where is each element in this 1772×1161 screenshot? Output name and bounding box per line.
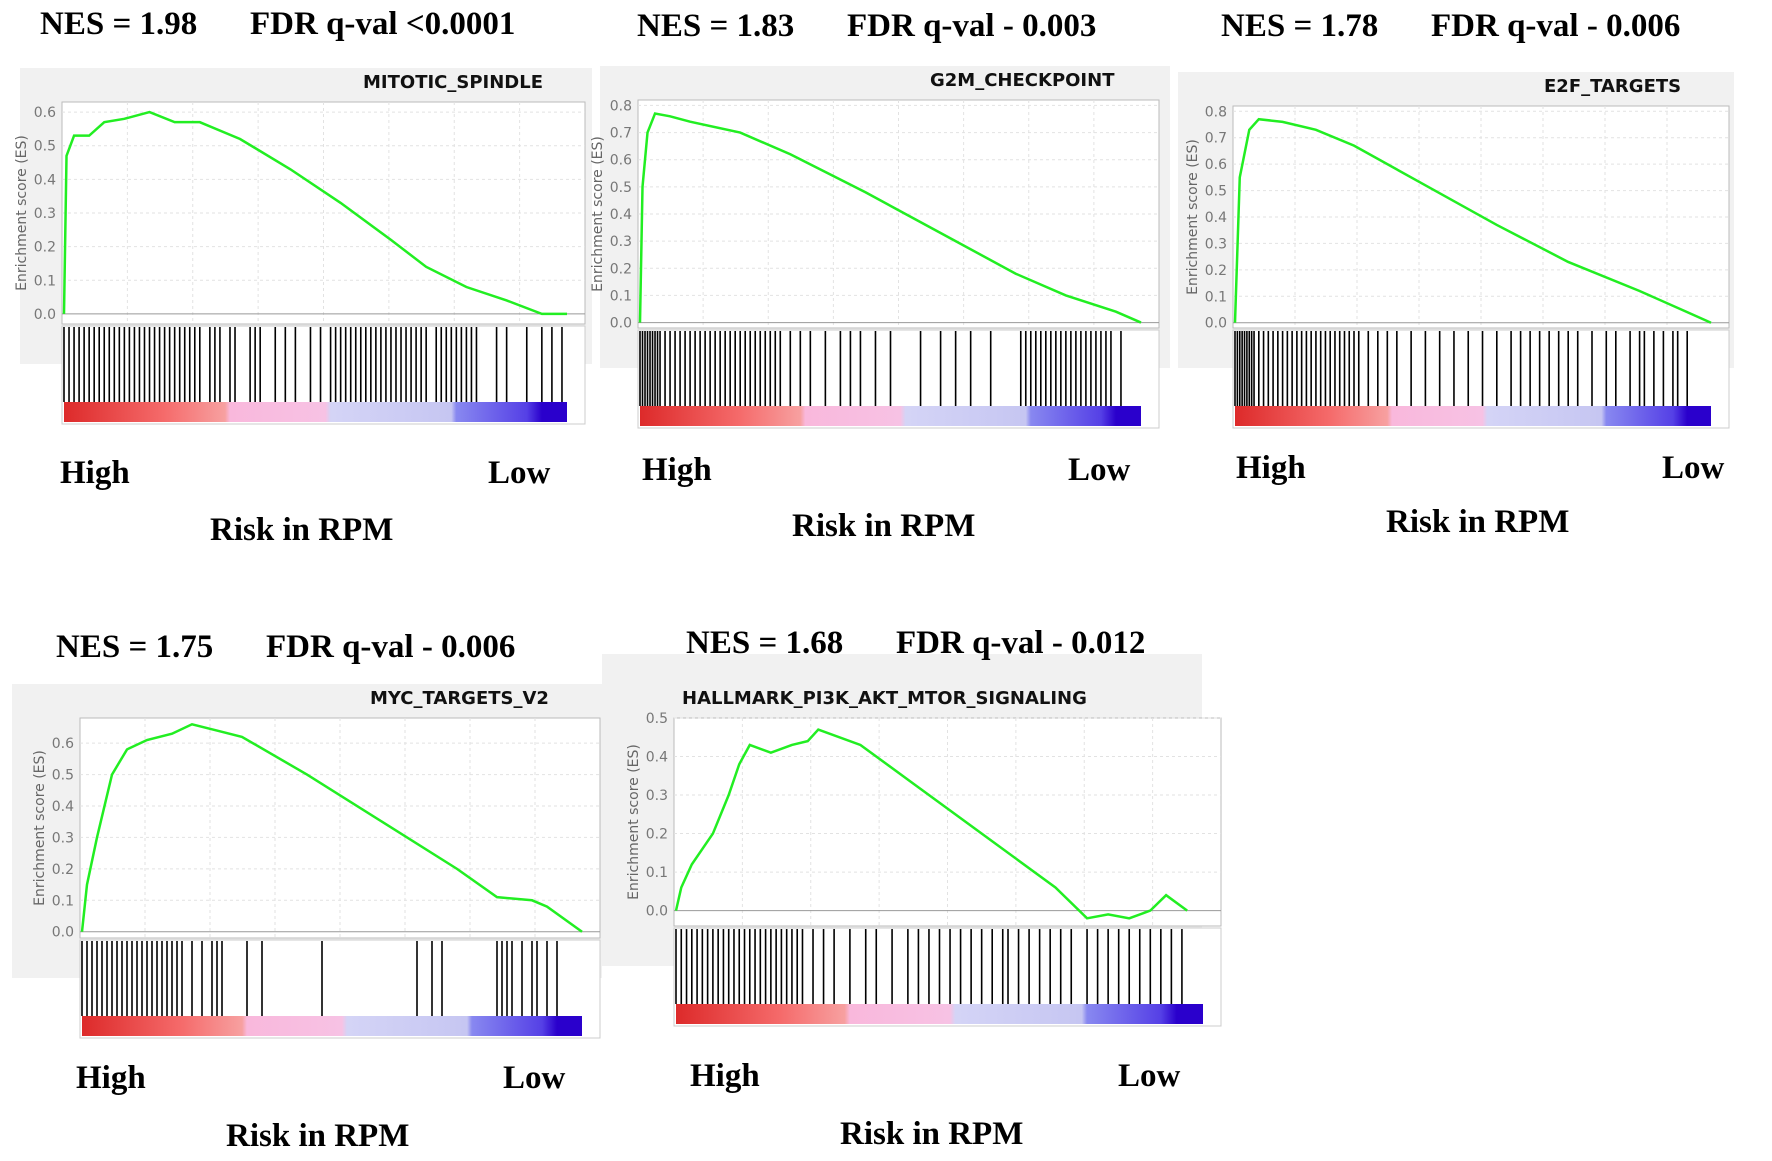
y-axis-label: Enrichment score (ES)	[32, 750, 48, 906]
gene-set-title: E2F_TARGETS	[1536, 74, 1690, 99]
x-axis-title: Risk in RPM	[1386, 504, 1570, 540]
y-tick-label: 0.4	[610, 207, 632, 223]
y-tick-label: 0.5	[610, 180, 632, 196]
y-tick-label: 0.5	[34, 139, 56, 155]
fdr-value: FDR q-val - 0.012	[896, 625, 1146, 661]
x-label-low: Low	[1068, 452, 1131, 488]
y-tick-label: 0.4	[1205, 210, 1227, 226]
y-tick-label: 0.0	[610, 316, 632, 332]
y-axis-label: Enrichment score (ES)	[626, 744, 642, 900]
y-tick-label: 0.2	[1205, 263, 1227, 279]
fdr-value: FDR q-val - 0.006	[266, 629, 516, 665]
y-axis-label: Enrichment score (ES)	[14, 135, 30, 291]
y-tick-label: 0.8	[610, 98, 632, 114]
x-label-high: High	[1236, 450, 1306, 486]
x-axis-title: Risk in RPM	[226, 1118, 410, 1154]
y-tick-label: 0.1	[52, 893, 74, 909]
y-tick-label: 0.4	[34, 172, 56, 188]
y-tick-label: 0.0	[34, 307, 56, 323]
y-tick-label: 0.6	[52, 736, 74, 752]
y-tick-label: 0.5	[646, 711, 668, 727]
gsea-plot: 0.0 0.1 0.2 0.3 0.4 0.5 Enrichment score (ES)	[626, 711, 1222, 1027]
enrichment-curve	[80, 722, 583, 933]
x-axis-title: Risk in RPM	[210, 512, 394, 548]
x-label-low: Low	[1118, 1058, 1181, 1094]
x-label-low: Low	[503, 1060, 566, 1096]
y-tick-label: 0.1	[646, 865, 668, 881]
y-tick-label: 0.4	[52, 799, 74, 815]
x-label-high: High	[690, 1058, 760, 1094]
x-axis-title: Risk in RPM	[840, 1116, 1024, 1152]
x-axis-title: Risk in RPM	[792, 508, 976, 544]
enrichment-curve	[674, 728, 1188, 920]
nes-value: NES = 1.75	[56, 629, 214, 665]
gene-set-title: MITOTIC_SPINDLE	[355, 70, 551, 95]
ranked-metric-color-bar	[82, 1016, 582, 1036]
y-tick-label: 0.3	[52, 830, 74, 846]
nes-value: NES = 1.78	[1221, 8, 1379, 44]
nes-value: NES = 1.83	[637, 8, 795, 44]
gene-set-title: G2M_CHECKPOINT	[922, 68, 1123, 93]
y-tick-label: 0.5	[1205, 184, 1227, 200]
y-tick-label: 0.5	[52, 768, 74, 784]
y-axis-label: Enrichment score (ES)	[590, 136, 606, 292]
enrichment-curve	[62, 110, 567, 316]
y-tick-label: 0.2	[610, 261, 632, 277]
y-axis-label: Enrichment score (ES)	[1185, 139, 1201, 295]
ranked-metric-color-bar	[676, 1004, 1203, 1024]
y-tick-label: 0.7	[1205, 131, 1227, 147]
y-tick-label: 0.6	[610, 153, 632, 169]
nes-value: NES = 1.68	[686, 625, 844, 661]
y-tick-label: 0.3	[646, 788, 668, 804]
y-tick-label: 0.4	[646, 750, 668, 766]
y-tick-label: 0.3	[610, 234, 632, 250]
y-tick-label: 0.6	[34, 105, 56, 121]
x-label-high: High	[76, 1060, 146, 1096]
fdr-value: FDR q-val <0.0001	[250, 6, 516, 42]
x-label-low: Low	[488, 455, 551, 491]
y-tick-label: 0.0	[646, 904, 668, 920]
y-tick-label: 0.1	[1205, 289, 1227, 305]
enrichment-curve	[638, 112, 1142, 324]
y-tick-label: 0.1	[34, 273, 56, 289]
fdr-value: FDR q-val - 0.006	[1431, 8, 1681, 44]
ranked-metric-color-bar	[640, 406, 1141, 426]
x-label-high: High	[642, 452, 712, 488]
y-tick-label: 0.0	[52, 925, 74, 941]
x-label-low: Low	[1662, 450, 1725, 486]
y-tick-label: 0.7	[610, 126, 632, 142]
fdr-value: FDR q-val - 0.003	[847, 8, 1097, 44]
y-tick-label: 0.2	[52, 862, 74, 878]
x-label-high: High	[60, 455, 130, 491]
y-tick-label: 0.3	[1205, 236, 1227, 252]
ranked-metric-color-bar	[1235, 406, 1711, 426]
gene-set-title: HALLMARK_PI3K_AKT_MTOR_SIGNALING	[674, 686, 1095, 711]
y-tick-label: 0.0	[1205, 316, 1227, 332]
gsea-plot: 0.0 0.1 0.2 0.3 0.4 0.5 0.6 0.7 0.8 Enrichment sc…	[1185, 104, 1730, 429]
y-tick-label: 0.2	[646, 827, 668, 843]
gsea-plot: 0.0 0.1 0.2 0.3 0.4 0.5 0.6 0.7 0.8 Enrichment sc…	[590, 98, 1160, 429]
y-tick-label: 0.8	[1205, 104, 1227, 120]
ranked-metric-color-bar	[64, 402, 567, 422]
enrichment-curve	[1233, 117, 1712, 324]
y-tick-label: 0.6	[1205, 157, 1227, 173]
y-tick-label: 0.3	[34, 206, 56, 222]
nes-value: NES = 1.98	[40, 6, 198, 42]
y-tick-label: 0.1	[610, 288, 632, 304]
gene-set-title: MYC_TARGETS_V2	[362, 686, 557, 711]
y-tick-label: 0.2	[34, 240, 56, 256]
